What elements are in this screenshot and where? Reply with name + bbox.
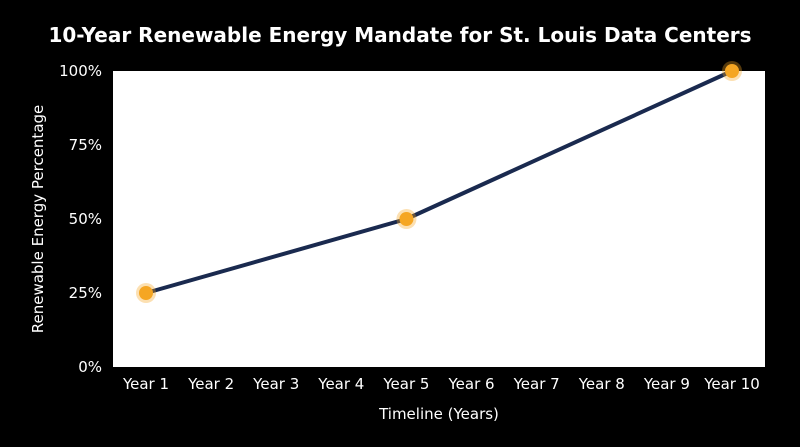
y-axis-ticks: 0% 25% 50% 75% 100% — [59, 62, 102, 376]
x-tick-label: Year 2 — [187, 375, 234, 393]
y-tick-label: 50% — [69, 210, 102, 228]
x-tick-label: Year 8 — [578, 375, 625, 393]
data-point — [399, 212, 414, 226]
y-tick-label: 100% — [59, 62, 102, 80]
y-axis-label: Renewable Energy Percentage — [29, 105, 47, 334]
plot-area — [113, 71, 765, 367]
x-tick-label: Year 3 — [252, 375, 299, 393]
x-tick-label: Year 6 — [448, 375, 495, 393]
x-tick-label: Year 7 — [513, 375, 560, 393]
series-layer — [136, 61, 742, 303]
x-tick-label: Year 5 — [382, 375, 429, 393]
y-tick-label: 25% — [69, 284, 102, 302]
chart-title: 10-Year Renewable Energy Mandate for St.… — [48, 23, 751, 47]
x-tick-label: Year 1 — [122, 375, 169, 393]
x-tick-label: Year 9 — [643, 375, 690, 393]
x-tick-label: Year 10 — [703, 375, 760, 393]
data-point — [139, 286, 153, 300]
x-axis-label: Timeline (Years) — [378, 405, 499, 423]
x-tick-label: Year 4 — [317, 375, 364, 393]
x-axis-ticks: Year 1 Year 2 Year 3 Year 4 Year 5 Year 6 Year… — [122, 375, 760, 393]
y-tick-label: 75% — [69, 136, 102, 154]
data-point — [725, 64, 739, 78]
y-tick-label: 0% — [78, 358, 102, 376]
